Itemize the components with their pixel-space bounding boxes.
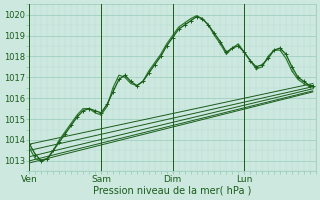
- X-axis label: Pression niveau de la mer( hPa ): Pression niveau de la mer( hPa ): [93, 186, 252, 196]
